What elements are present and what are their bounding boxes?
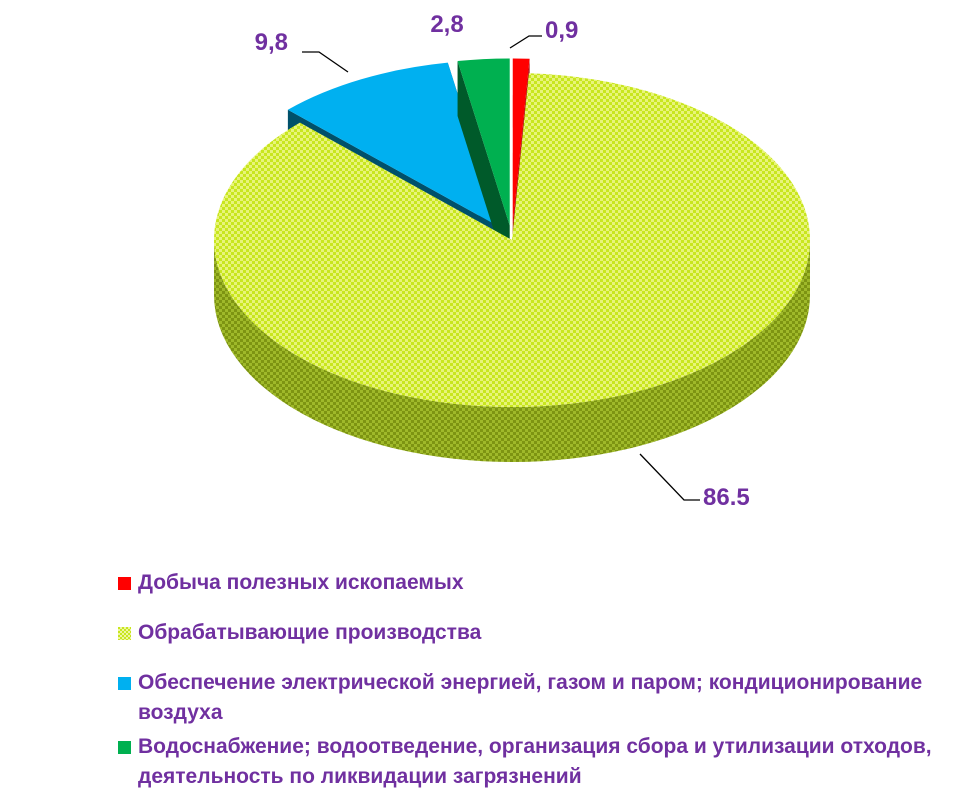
legend-item-water: Водоснабжение; водоотведение, организаци… [118,732,938,792]
legend-label-mining: Добыча полезных ископаемых [138,571,464,594]
legend-label-energy: Обеспечение электрической энергией, газо… [138,671,923,724]
legend-item-manufacturing: Обрабатывающие производства [118,618,938,648]
pie-slice-side-manufacturing [214,240,810,462]
legend-item-mining: Добыча полезных ископаемых [118,568,938,598]
legend: Добыча полезных ископаемых Обрабатывающи… [118,568,938,796]
pie-slice-top-water [457,58,510,226]
pie-chart: 0,9 86.5 9,8 2,8 [213,11,810,511]
data-label-energy: 9,8 [255,29,288,56]
legend-swatch-manufacturing [118,627,131,640]
leader-line-manufacturing [639,453,700,501]
pie-slice-wall-water-0 [457,61,510,281]
legend-swatch-water [118,741,131,754]
legend-swatch-mining [118,577,131,590]
data-label-water: 2,8 [430,11,463,38]
pie-slices [213,58,810,462]
pie-slice-top-mining [512,58,530,226]
pie-slice-top-energy [287,62,500,228]
data-label-manufacturing: 86.5 [703,484,750,511]
data-label-mining: 0,9 [545,17,578,44]
pie-slice-manufacturing [213,73,810,462]
pie-slice-top-manufacturing [213,73,810,408]
leader-line-energy [302,51,349,73]
legend-label-water: Водоснабжение; водоотведение, организаци… [138,735,932,788]
legend-swatch-energy [118,677,131,690]
legend-item-energy: Обеспечение электрической энергией, газо… [118,668,938,728]
leader-line-mining [509,35,542,49]
legend-label-manufacturing: Обрабатывающие производства [138,621,482,644]
pie-data-labels: 0,9 86.5 9,8 2,8 [255,11,750,511]
pie-slice-water [457,58,510,281]
